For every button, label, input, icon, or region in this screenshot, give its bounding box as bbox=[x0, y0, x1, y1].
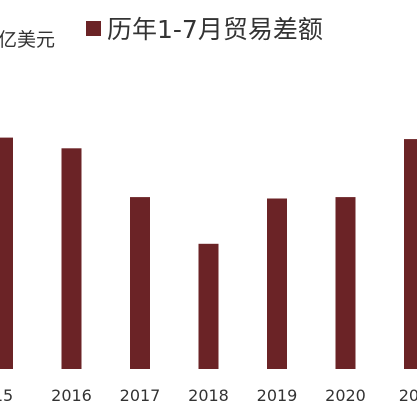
legend-label: 历年1-7月贸易差额 bbox=[107, 15, 323, 44]
x-tick-labels: 15 2016 2017 2018 2019 2020 202 bbox=[0, 386, 417, 405]
x-tick-label-2017: 2017 bbox=[120, 386, 161, 405]
x-tick-label-2018: 2018 bbox=[188, 386, 229, 405]
x-tick-label-2020: 2020 bbox=[325, 386, 366, 405]
bar-2018 bbox=[198, 243, 219, 369]
x-tick-label-2021: 202 bbox=[399, 386, 417, 405]
x-tick-label-2019: 2019 bbox=[257, 386, 298, 405]
bars-group bbox=[0, 137, 417, 369]
x-tick-label-2015: 15 bbox=[0, 386, 13, 405]
x-tick-label-2016: 2016 bbox=[51, 386, 92, 405]
legend-swatch bbox=[86, 21, 101, 36]
y-axis-unit-label: 亿美元 bbox=[0, 29, 55, 51]
bar-2015 bbox=[0, 137, 13, 369]
bar-2016 bbox=[61, 148, 82, 369]
bar-2017 bbox=[130, 197, 150, 369]
bar-2021 bbox=[404, 139, 417, 369]
bar-2020 bbox=[335, 197, 356, 369]
bar-2019 bbox=[267, 198, 287, 369]
